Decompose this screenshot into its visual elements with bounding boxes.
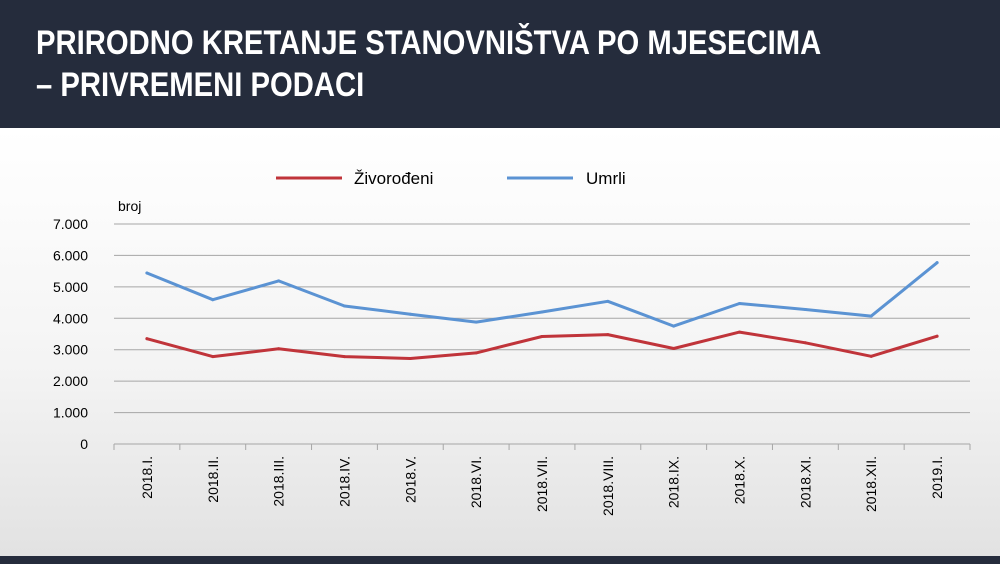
title-line-2: – PRIVREMENI PODACI (36, 66, 365, 104)
header-bar: PRIRODNO KRETANJE STANOVNIŠTVA PO MJESEC… (0, 0, 1000, 128)
x-tick-label: 2018.XI. (797, 456, 813, 508)
y-tick-label: 4.000 (53, 310, 88, 326)
legend-label: Umrli (586, 169, 626, 188)
x-tick-label: 2018.VI. (468, 456, 484, 508)
data-point (277, 279, 281, 283)
data-point (935, 334, 939, 338)
title-line-1: PRIRODNO KRETANJE STANOVNIŠTVA PO MJESEC… (36, 24, 822, 62)
data-point (540, 310, 544, 314)
x-tick-label: 2018.X. (732, 456, 748, 504)
data-point (408, 357, 412, 361)
y-tick-label: 6.000 (53, 247, 88, 263)
data-point (672, 324, 676, 328)
data-point (145, 271, 149, 275)
x-tick-label: 2018.VII. (534, 456, 550, 512)
data-point (738, 302, 742, 306)
y-axis-label: broj (118, 198, 141, 214)
x-tick-label: 2018.IX. (666, 456, 682, 508)
data-point (474, 320, 478, 324)
data-point (606, 333, 610, 337)
x-tick-label: 2018.II. (205, 456, 221, 503)
data-point (606, 299, 610, 303)
page-title: PRIRODNO KRETANJE STANOVNIŠTVA PO MJESEC… (36, 22, 844, 106)
data-point (803, 341, 807, 345)
data-point (738, 330, 742, 334)
series-line-umrli (145, 261, 939, 328)
footer-bar (0, 556, 1000, 564)
data-point (803, 307, 807, 311)
legend-label: Živorođeni (354, 169, 433, 188)
data-point (474, 351, 478, 355)
data-point (540, 335, 544, 339)
x-tick-label: 2018.XII. (863, 456, 879, 512)
data-point (211, 355, 215, 359)
y-tick-label: 5.000 (53, 279, 88, 295)
data-point (935, 261, 939, 265)
x-tick-label: 2018.V. (402, 456, 418, 503)
line-chart: 0 1.000 2.000 3.000 4.000 5.000 6.000 7.000 2018… (53, 169, 971, 516)
data-point (211, 298, 215, 302)
x-tick-label: 2018.III. (271, 456, 287, 507)
y-tick-label: 1.000 (53, 405, 88, 421)
data-point (277, 347, 281, 351)
x-tick-label: 2018.VIII. (600, 456, 616, 516)
data-point (145, 337, 149, 341)
data-point (672, 346, 676, 350)
data-point (408, 312, 412, 316)
data-point (342, 304, 346, 308)
data-point (869, 354, 873, 358)
y-tick-label: 2.000 (53, 373, 88, 389)
y-tick-label: 3.000 (53, 342, 88, 358)
chart-panel: 0 1.000 2.000 3.000 4.000 5.000 6.000 7.000 2018… (0, 128, 1000, 556)
y-tick-label: 7.000 (53, 216, 88, 232)
x-tick-label: 2019.I. (929, 456, 945, 499)
x-tick-label: 2018.IV. (336, 456, 352, 507)
y-tick-label: 0 (80, 436, 88, 452)
data-point (869, 314, 873, 318)
x-tick-label: 2018.I. (139, 456, 155, 499)
data-point (342, 355, 346, 359)
